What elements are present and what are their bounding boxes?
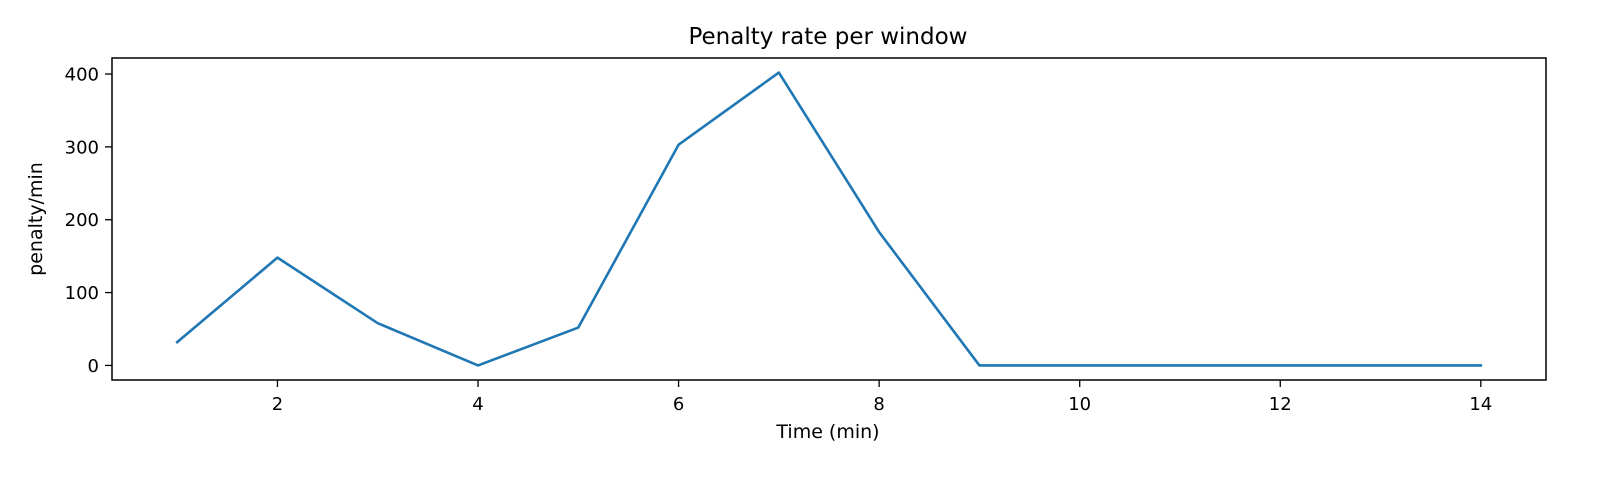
- x-tick-label: 8: [873, 394, 884, 415]
- x-tick-label: 4: [472, 394, 483, 415]
- x-tick-label: 6: [673, 394, 684, 415]
- plot-area: 2 4 6 8 10 12 14 0 100 200 300 400: [65, 57, 1547, 415]
- series-line-0: [175, 71, 1483, 367]
- x-tick-label: 10: [1068, 394, 1091, 415]
- x-axis: 2 4 6 8 10 12 14: [272, 380, 1492, 415]
- y-tick-label: 200: [65, 210, 99, 231]
- plot-frame: [111, 57, 1547, 381]
- x-tick-label: 2: [272, 394, 283, 415]
- y-axis-label: penalty/min: [25, 162, 47, 276]
- series-layer: [175, 71, 1483, 367]
- x-tick-label: 14: [1469, 394, 1492, 415]
- x-tick-label: 12: [1269, 394, 1292, 415]
- y-tick-label: 300: [65, 137, 99, 158]
- y-tick-label: 100: [65, 283, 99, 304]
- chart-title: Penalty rate per window: [688, 24, 967, 50]
- y-tick-label: 0: [88, 356, 99, 377]
- y-axis: 0 100 200 300 400: [65, 65, 112, 377]
- y-tick-label: 400: [65, 65, 99, 86]
- x-axis-label: Time (min): [775, 421, 879, 443]
